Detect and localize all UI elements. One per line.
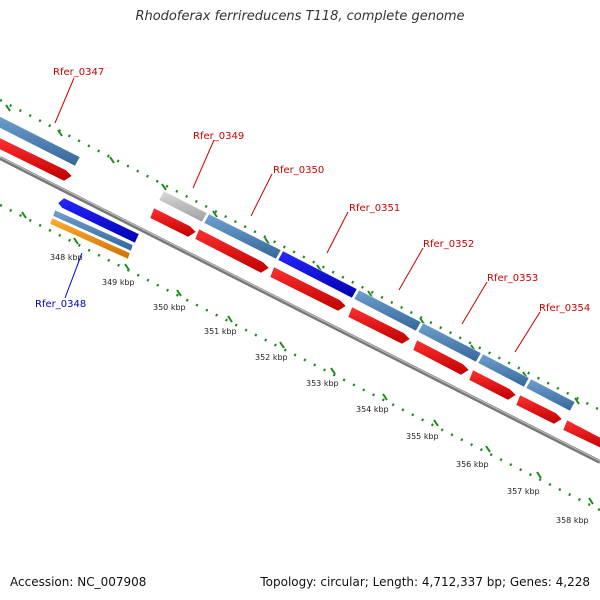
scale-label: 353 kbp xyxy=(306,379,339,388)
cds-rfer-0348-steel xyxy=(52,209,134,252)
scale-label: 357 kbp xyxy=(507,487,540,496)
map-title: Rhodoferax ferrireducens T118, complete … xyxy=(135,9,465,24)
cds-rfer-0351 xyxy=(277,250,358,299)
scale-label: 354 kbp xyxy=(356,405,389,414)
scale-label: 352 kbp xyxy=(255,353,288,362)
cds-rfer-0353 xyxy=(417,322,482,363)
cds-rfer-0347 xyxy=(0,116,81,167)
gene-label-leaders xyxy=(54,77,541,353)
cds-rfer-0352 xyxy=(353,289,422,332)
gene-label-rfer-0350: Rfer_0350 xyxy=(273,165,324,176)
inner-tick-ring xyxy=(0,203,600,512)
cds-red-4 xyxy=(269,266,347,312)
gene-label-rfer-0354: Rfer_0354 xyxy=(539,303,590,314)
scale-label: 349 kbp xyxy=(102,278,135,287)
genome-backbone xyxy=(0,156,600,464)
accession-text: Accession: NC_007908 xyxy=(10,575,147,589)
cds-red-5 xyxy=(347,306,411,345)
forward-strand-cds xyxy=(0,116,576,412)
gene-label-leader-0348 xyxy=(64,252,83,299)
scale-label: 350 kbp xyxy=(153,303,186,312)
gene-label-rfer-0353: Rfer_0353 xyxy=(487,273,538,284)
red-strand-cds xyxy=(0,137,600,448)
gene-label-rfer-0352: Rfer_0352 xyxy=(423,239,474,250)
genome-backbone-highlight xyxy=(0,156,600,462)
inner-major-ticks xyxy=(21,211,594,505)
scale-labels: 348 kbp 349 kbp 350 kbp 351 kbp 352 kbp … xyxy=(50,253,589,525)
scale-label: 358 kbp xyxy=(556,516,589,525)
cds-rfer-0348-group xyxy=(49,197,140,260)
gene-labels: Rfer_0347 Rfer_0348 Rfer_0349 Rfer_0350 … xyxy=(35,67,590,314)
cds-rfer-0349 xyxy=(158,190,208,223)
cds-red-1 xyxy=(0,137,73,182)
cds-red-9 xyxy=(562,419,600,448)
cds-rfer-0350 xyxy=(203,213,282,260)
gene-label-rfer-0351: Rfer_0351 xyxy=(349,203,400,214)
gene-label-rfer-0349: Rfer_0349 xyxy=(193,131,244,142)
outer-tick-ring xyxy=(0,98,600,412)
scale-label: 356 kbp xyxy=(456,460,489,469)
cds-red-8 xyxy=(515,394,563,425)
cds-rfer-0348-blue xyxy=(57,197,140,244)
scale-label: 355 kbp xyxy=(406,432,439,441)
cds-red-3 xyxy=(194,228,270,274)
scale-label: 348 kbp xyxy=(50,253,83,262)
gene-label-rfer-0348: Rfer_0348 xyxy=(35,299,86,310)
cds-rfer-0348-orange xyxy=(49,217,131,260)
cds-rfer-0355 xyxy=(525,378,576,412)
scale-label: 351 kbp xyxy=(204,327,237,336)
genome-stats-text: Topology: circular; Length: 4,712,337 bp… xyxy=(260,575,590,589)
gene-label-rfer-0347: Rfer_0347 xyxy=(53,67,104,78)
cds-rfer-0354 xyxy=(477,353,530,388)
cds-red-2 xyxy=(149,207,197,238)
cds-red-7 xyxy=(468,369,517,401)
cds-red-6 xyxy=(412,339,470,376)
